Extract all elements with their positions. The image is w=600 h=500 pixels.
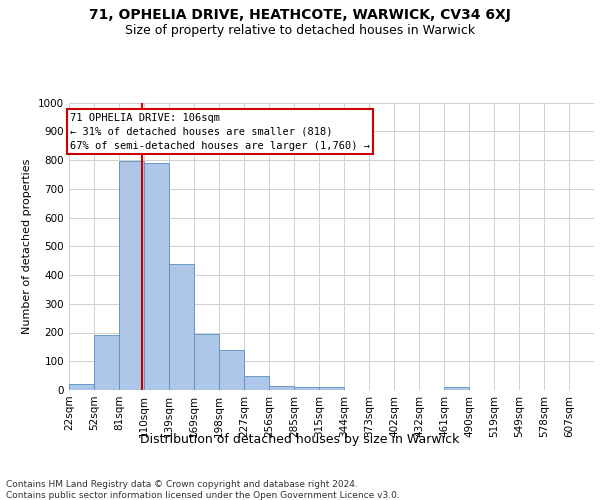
Y-axis label: Number of detached properties: Number of detached properties: [22, 158, 32, 334]
Bar: [69, 384, 94, 390]
Text: Distribution of detached houses by size in Warwick: Distribution of detached houses by size …: [140, 432, 460, 446]
Bar: [119, 162, 144, 390]
Bar: [219, 350, 244, 390]
Bar: [244, 376, 269, 390]
Text: 71 OPHELIA DRIVE: 106sqm
← 31% of detached houses are smaller (818)
67% of semi-: 71 OPHELIA DRIVE: 106sqm ← 31% of detach…: [70, 112, 370, 150]
Text: 71, OPHELIA DRIVE, HEATHCOTE, WARWICK, CV34 6XJ: 71, OPHELIA DRIVE, HEATHCOTE, WARWICK, C…: [89, 8, 511, 22]
Bar: [294, 386, 319, 390]
Bar: [444, 387, 469, 390]
Text: Contains HM Land Registry data © Crown copyright and database right 2024.
Contai: Contains HM Land Registry data © Crown c…: [6, 480, 400, 500]
Bar: [144, 163, 169, 390]
Bar: [169, 264, 194, 390]
Bar: [94, 336, 119, 390]
Bar: [194, 334, 219, 390]
Bar: [269, 386, 294, 390]
Text: Size of property relative to detached houses in Warwick: Size of property relative to detached ho…: [125, 24, 475, 37]
Bar: [319, 386, 344, 390]
